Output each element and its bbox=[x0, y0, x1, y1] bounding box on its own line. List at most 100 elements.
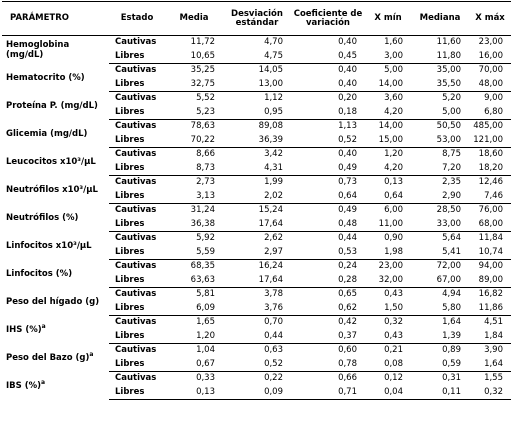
value-cell: 0,40 bbox=[338, 149, 357, 160]
value-cell: 2,97 bbox=[223, 245, 291, 260]
value-cell: 0,04 bbox=[365, 385, 411, 400]
value-cell: 1,20 bbox=[384, 149, 403, 160]
value-cell: 32,75 bbox=[165, 77, 223, 92]
table-row: Linfocitos x10³/µL Cautivas 5,92 2,62 0,44 0,… bbox=[2, 232, 511, 250]
value-cell: 10,65 bbox=[165, 49, 223, 64]
parameter-label: Peso del Bazo (g) bbox=[6, 352, 90, 363]
value-cell: 0,70 bbox=[264, 317, 283, 328]
value-cell: 0,49 bbox=[291, 161, 365, 176]
parameter-cell: Proteína P. (mg/dL) bbox=[2, 92, 109, 120]
value-cell: 0,44 bbox=[338, 233, 357, 244]
value-cell: 0,12 bbox=[384, 373, 403, 384]
value-cell: 14,00 bbox=[378, 121, 403, 132]
value-cell: 36,38 bbox=[165, 217, 223, 232]
value-cell: 0,33 bbox=[196, 373, 215, 384]
value-cell: 0,21 bbox=[384, 345, 403, 356]
parameter-cell: Peso del hígado (g) bbox=[2, 288, 109, 316]
value-cell: 0,78 bbox=[291, 357, 365, 372]
value-cell: 0,45 bbox=[291, 49, 365, 64]
value-cell: 70,00 bbox=[478, 65, 503, 76]
value-cell: 78,63 bbox=[190, 121, 215, 132]
table-row: Hemoglobina (mg/dL) Cautivas 11,72 4,70 0,40… bbox=[2, 36, 511, 60]
header-desviacion: Desviación estándar bbox=[223, 1, 291, 36]
value-cell: 1,60 bbox=[384, 37, 403, 48]
estado-cell: Libres bbox=[109, 217, 165, 232]
value-cell: 67,00 bbox=[411, 273, 469, 288]
value-cell: 1,99 bbox=[264, 177, 283, 188]
value-cell: 0,65 bbox=[338, 289, 357, 300]
value-cell: 0,32 bbox=[384, 317, 403, 328]
value-cell: 0,24 bbox=[338, 261, 357, 272]
value-cell: 0,63 bbox=[264, 345, 283, 356]
value-cell: 48,00 bbox=[469, 77, 511, 92]
value-cell: 4,70 bbox=[264, 37, 283, 48]
estado-cell: Cautivas bbox=[115, 149, 157, 160]
value-cell: 6,00 bbox=[384, 205, 403, 216]
value-cell: 0,66 bbox=[338, 373, 357, 384]
table-row: Libres 0,67 0,52 0,78 0,08 0,59 1,64 bbox=[2, 357, 511, 372]
value-cell: 3,42 bbox=[264, 149, 283, 160]
header-mediana: Mediana bbox=[411, 1, 469, 36]
value-cell: 0,32 bbox=[469, 385, 511, 400]
value-cell: 4,20 bbox=[365, 161, 411, 176]
value-cell: 7,46 bbox=[469, 189, 511, 204]
value-cell: 121,00 bbox=[469, 133, 511, 148]
value-cell: 63,63 bbox=[165, 273, 223, 288]
value-cell: 1,50 bbox=[365, 301, 411, 316]
value-cell: 5,00 bbox=[411, 105, 469, 120]
value-cell: 1,64 bbox=[442, 317, 461, 328]
parameter-cell: Neutrófilos (%) bbox=[2, 204, 109, 232]
value-cell: 4,31 bbox=[223, 161, 291, 176]
value-cell: 23,00 bbox=[378, 261, 403, 272]
value-cell: 2,35 bbox=[442, 177, 461, 188]
value-cell: 1,13 bbox=[338, 121, 357, 132]
statistics-table: PARÁMETRO Estado Media Desviación estánd… bbox=[2, 1, 511, 400]
value-cell: 7,20 bbox=[411, 161, 469, 176]
table-row: Libres 10,65 4,75 0,45 3,00 11,80 16,00 bbox=[2, 49, 511, 64]
estado-cell: Libres bbox=[109, 49, 165, 64]
value-cell: 4,75 bbox=[223, 49, 291, 64]
header-parametro: PARÁMETRO bbox=[2, 1, 109, 36]
value-cell: 89,00 bbox=[469, 273, 511, 288]
table-row: Libres 8,73 4,31 0,49 4,20 7,20 18,20 bbox=[2, 161, 511, 176]
value-cell: 5,81 bbox=[196, 289, 215, 300]
value-cell: 5,59 bbox=[165, 245, 223, 260]
value-cell: 0,18 bbox=[291, 105, 365, 120]
value-cell: 28,50 bbox=[436, 205, 461, 216]
value-cell: 0,44 bbox=[223, 329, 291, 344]
value-cell: 68,00 bbox=[469, 217, 511, 232]
value-cell: 70,22 bbox=[165, 133, 223, 148]
table-row: Hematocrito (%) Cautivas 35,25 14,05 0,40 5,0… bbox=[2, 64, 511, 82]
footnote-marker: a bbox=[41, 378, 46, 386]
value-cell: 16,82 bbox=[478, 289, 503, 300]
parameter-cell: Hematocrito (%) bbox=[2, 64, 109, 92]
value-cell: 0,64 bbox=[291, 189, 365, 204]
table-row: Neutrófilos (%) Cautivas 31,24 15,24 0,49 6,0… bbox=[2, 204, 511, 222]
parameter-label: Proteína P. (mg/dL) bbox=[6, 100, 98, 111]
estado-cell: Libres bbox=[109, 77, 165, 92]
header-row: PARÁMETRO Estado Media Desviación estánd… bbox=[2, 1, 511, 36]
value-cell: 6,80 bbox=[469, 105, 511, 120]
estado-cell: Libres bbox=[109, 189, 165, 204]
value-cell: 33,00 bbox=[411, 217, 469, 232]
estado-cell: Libres bbox=[109, 385, 165, 400]
value-cell: 89,08 bbox=[258, 121, 283, 132]
value-cell: 0,40 bbox=[338, 37, 357, 48]
value-cell: 9,00 bbox=[484, 93, 503, 104]
table-row: Libres 32,75 13,00 0,40 14,00 35,50 48,00 bbox=[2, 77, 511, 92]
table-row: Leucocitos x10³/µL Cautivas 8,66 3,42 0,40 1,… bbox=[2, 148, 511, 166]
value-cell: 0,37 bbox=[291, 329, 365, 344]
header-coeficiente: Coeficiente de variación bbox=[291, 1, 365, 36]
estado-cell: Libres bbox=[109, 105, 165, 120]
parameter-label: Glicemia (mg/dL) bbox=[6, 128, 88, 139]
value-cell: 94,00 bbox=[478, 261, 503, 272]
value-cell: 1,39 bbox=[411, 329, 469, 344]
parameter-label: Linfocitos (%) bbox=[6, 268, 73, 279]
table-row: Neutrófilos x10³/µL Cautivas 2,73 1,99 0,73 0… bbox=[2, 176, 511, 194]
estado-cell: Cautivas bbox=[115, 233, 157, 244]
estado-cell: Libres bbox=[109, 161, 165, 176]
estado-cell: Cautivas bbox=[115, 345, 157, 356]
header-estado: Estado bbox=[109, 1, 165, 36]
estado-cell: Cautivas bbox=[115, 373, 157, 384]
table-row: Libres 1,20 0,44 0,37 0,43 1,39 1,84 bbox=[2, 329, 511, 344]
